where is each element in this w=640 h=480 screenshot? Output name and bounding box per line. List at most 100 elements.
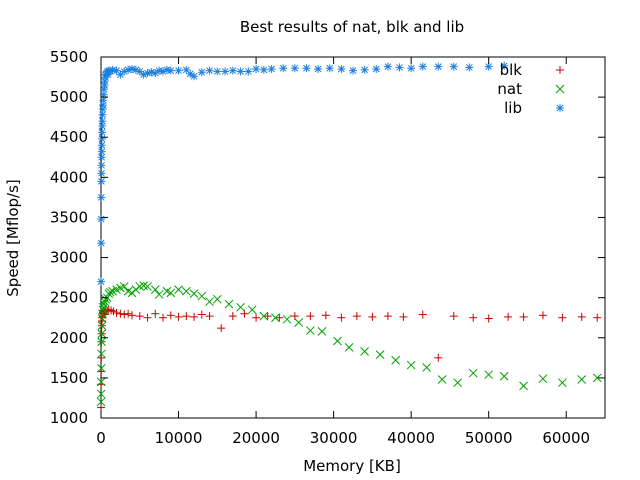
data-point-blk <box>275 313 284 322</box>
data-point-blk <box>519 312 528 321</box>
data-point-lib <box>360 65 369 74</box>
data-point-lib <box>314 65 323 74</box>
data-point-lib <box>97 193 106 202</box>
data-point-blk <box>593 313 602 322</box>
x-axis: 0 10000 20000 30000 40000 50000 60000 <box>96 57 590 447</box>
data-point-nat <box>96 377 106 387</box>
data-point-nat <box>333 336 342 346</box>
data-point-blk <box>504 312 513 321</box>
data-point-nat <box>154 290 164 299</box>
series-nat <box>96 281 602 407</box>
data-point-blk <box>120 310 129 319</box>
data-point-lib <box>97 153 106 162</box>
data-point-lib <box>279 64 288 73</box>
data-point-lib <box>302 64 311 73</box>
data-point-nat <box>538 374 548 384</box>
data-marks <box>96 61 602 412</box>
data-point-blk <box>577 312 586 321</box>
data-point-nat <box>97 321 107 331</box>
data-point-lib <box>197 68 206 77</box>
data-point-nat <box>189 289 199 299</box>
data-point-nat <box>344 343 354 352</box>
y-tick-label: 4500 <box>50 128 88 146</box>
data-point-blk <box>174 312 183 321</box>
data-point-nat <box>317 327 327 336</box>
data-point-lib <box>116 70 125 79</box>
data-point-nat <box>99 299 109 309</box>
legend-marker-nat <box>555 84 565 94</box>
data-point-blk <box>434 353 443 362</box>
data-point-blk <box>151 309 160 318</box>
data-point-blk <box>128 311 137 320</box>
data-point-nat <box>306 326 315 335</box>
data-point-nat <box>577 375 587 384</box>
data-point-nat <box>166 288 176 298</box>
data-point-blk <box>538 311 547 320</box>
data-point-lib <box>221 67 230 76</box>
data-point-nat <box>406 360 416 370</box>
data-point-nat <box>100 297 110 307</box>
data-point-lib <box>190 72 199 81</box>
data-point-lib <box>166 66 175 75</box>
data-point-blk <box>306 312 315 321</box>
data-point-blk <box>368 312 377 321</box>
data-point-lib <box>174 66 183 75</box>
data-point-blk <box>205 312 214 321</box>
data-point-nat <box>453 378 463 388</box>
data-point-blk <box>97 403 106 412</box>
data-point-lib <box>407 64 416 73</box>
y-tick-label: 3000 <box>50 249 88 267</box>
data-point-nat <box>375 350 385 359</box>
y-tick-label: 2000 <box>50 329 88 347</box>
legend-label-blk: blk <box>500 61 523 79</box>
legend-marker-blk <box>556 66 564 74</box>
data-point-lib <box>395 63 404 72</box>
data-point-nat <box>519 381 528 391</box>
data-point-blk <box>112 308 121 317</box>
data-point-lib <box>259 65 268 74</box>
y-tick-label: 1500 <box>50 369 88 387</box>
y-tick-label: 5000 <box>50 88 88 106</box>
x-tick-label: 50000 <box>465 429 513 447</box>
data-point-nat <box>96 389 106 399</box>
data-point-lib <box>290 64 299 73</box>
data-point-lib <box>465 63 474 72</box>
x-tick-label: 40000 <box>387 429 435 447</box>
data-point-blk <box>352 312 361 321</box>
data-point-blk <box>143 313 152 322</box>
data-point-lib <box>383 62 392 71</box>
data-point-nat <box>96 363 106 373</box>
legend-marker-lib <box>556 104 564 112</box>
data-point-nat <box>98 302 108 312</box>
chart-title: Best results of nat, blk and lib <box>240 18 464 36</box>
data-point-nat <box>360 347 369 356</box>
data-point-blk <box>337 313 346 322</box>
legend-label-nat: nat <box>497 80 522 98</box>
data-point-nat <box>468 368 478 378</box>
data-point-lib <box>349 66 357 75</box>
data-point-nat <box>391 355 400 365</box>
data-point-nat <box>259 311 269 321</box>
data-point-lib <box>372 65 381 74</box>
x-axis-label: Memory [KB] <box>303 457 401 475</box>
data-point-blk <box>321 311 330 320</box>
series-lib <box>97 61 509 286</box>
x-tick-label: 20000 <box>232 429 280 447</box>
data-point-lib <box>97 277 106 286</box>
data-point-nat <box>499 371 509 381</box>
data-point-nat <box>271 313 280 323</box>
data-point-lib <box>418 62 427 71</box>
data-point-lib <box>252 65 261 74</box>
y-tick-label: 5500 <box>50 48 88 66</box>
data-point-nat <box>558 378 567 388</box>
data-point-blk <box>252 313 261 322</box>
data-point-blk <box>449 312 458 321</box>
y-tick-label: 1000 <box>50 409 88 427</box>
data-point-lib <box>228 66 237 75</box>
data-point-blk <box>190 312 199 321</box>
y-tick-label: 4000 <box>50 168 88 186</box>
data-point-nat <box>212 294 222 304</box>
data-point-blk <box>484 314 493 323</box>
data-point-blk <box>135 312 144 321</box>
